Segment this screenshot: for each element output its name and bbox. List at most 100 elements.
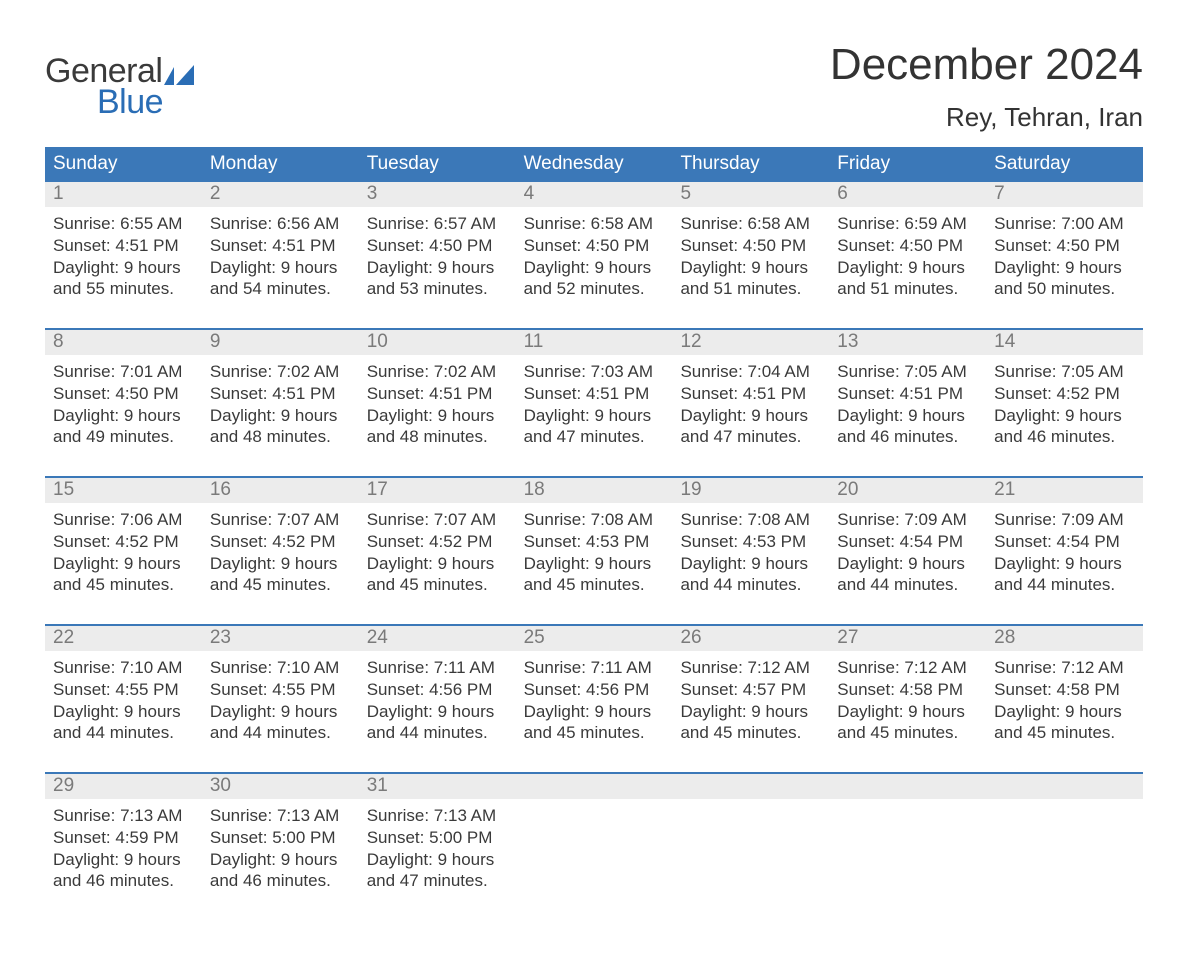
sunrise-line: Sunrise: 6:59 AM [837, 213, 978, 235]
day-header-row: SundayMondayTuesdayWednesdayThursdayFrid… [45, 147, 1143, 182]
sunset-line: Sunset: 4:52 PM [210, 531, 351, 553]
sunrise-line: Sunrise: 7:05 AM [994, 361, 1135, 383]
sunrise-line: Sunrise: 7:09 AM [837, 509, 978, 531]
daylight-line: Daylight: 9 hours and 47 minutes. [680, 405, 821, 449]
day-header: Tuesday [359, 147, 516, 182]
week: 891011121314Sunrise: 7:01 AMSunset: 4:50… [45, 330, 1143, 476]
day-number [829, 774, 986, 799]
sunset-line: Sunset: 4:57 PM [680, 679, 821, 701]
daylight-line: Daylight: 9 hours and 49 minutes. [53, 405, 194, 449]
sunrise-line: Sunrise: 6:58 AM [524, 213, 665, 235]
sunrise-line: Sunrise: 7:00 AM [994, 213, 1135, 235]
day-content-row: Sunrise: 7:01 AMSunset: 4:50 PMDaylight:… [45, 355, 1143, 476]
day-cell: Sunrise: 6:59 AMSunset: 4:50 PMDaylight:… [829, 207, 986, 328]
day-number-row: 891011121314 [45, 330, 1143, 355]
day-number: 16 [202, 478, 359, 503]
sunset-line: Sunset: 4:58 PM [994, 679, 1135, 701]
day-number: 6 [829, 182, 986, 207]
sunrise-line: Sunrise: 7:08 AM [524, 509, 665, 531]
day-cell: Sunrise: 7:05 AMSunset: 4:52 PMDaylight:… [986, 355, 1143, 476]
daylight-line: Daylight: 9 hours and 44 minutes. [837, 553, 978, 597]
day-content-row: Sunrise: 7:10 AMSunset: 4:55 PMDaylight:… [45, 651, 1143, 772]
day-number: 18 [516, 478, 673, 503]
day-number: 13 [829, 330, 986, 355]
day-number: 15 [45, 478, 202, 503]
sunset-line: Sunset: 5:00 PM [367, 827, 508, 849]
week: 293031Sunrise: 7:13 AMSunset: 4:59 PMDay… [45, 774, 1143, 920]
daylight-line: Daylight: 9 hours and 46 minutes. [994, 405, 1135, 449]
daylight-line: Daylight: 9 hours and 48 minutes. [210, 405, 351, 449]
sunrise-line: Sunrise: 7:13 AM [53, 805, 194, 827]
day-cell: Sunrise: 7:08 AMSunset: 4:53 PMDaylight:… [672, 503, 829, 624]
day-header: Saturday [986, 147, 1143, 182]
daylight-line: Daylight: 9 hours and 44 minutes. [680, 553, 821, 597]
day-cell: Sunrise: 7:11 AMSunset: 4:56 PMDaylight:… [516, 651, 673, 772]
day-cell: Sunrise: 6:58 AMSunset: 4:50 PMDaylight:… [672, 207, 829, 328]
sunrise-line: Sunrise: 6:56 AM [210, 213, 351, 235]
day-cell: Sunrise: 7:03 AMSunset: 4:51 PMDaylight:… [516, 355, 673, 476]
daylight-line: Daylight: 9 hours and 51 minutes. [837, 257, 978, 301]
day-number: 30 [202, 774, 359, 799]
sunset-line: Sunset: 5:00 PM [210, 827, 351, 849]
day-cell: Sunrise: 7:10 AMSunset: 4:55 PMDaylight:… [202, 651, 359, 772]
location: Rey, Tehran, Iran [830, 102, 1143, 133]
daylight-line: Daylight: 9 hours and 45 minutes. [524, 553, 665, 597]
sunset-line: Sunset: 4:51 PM [53, 235, 194, 257]
daylight-line: Daylight: 9 hours and 45 minutes. [994, 701, 1135, 745]
sunset-line: Sunset: 4:55 PM [210, 679, 351, 701]
day-number: 8 [45, 330, 202, 355]
day-cell: Sunrise: 6:56 AMSunset: 4:51 PMDaylight:… [202, 207, 359, 328]
daylight-line: Daylight: 9 hours and 44 minutes. [367, 701, 508, 745]
sunset-line: Sunset: 4:52 PM [53, 531, 194, 553]
sunset-line: Sunset: 4:50 PM [994, 235, 1135, 257]
daylight-line: Daylight: 9 hours and 45 minutes. [837, 701, 978, 745]
day-number: 17 [359, 478, 516, 503]
day-number-row: 293031 [45, 774, 1143, 799]
sunset-line: Sunset: 4:56 PM [524, 679, 665, 701]
day-number: 14 [986, 330, 1143, 355]
day-cell: Sunrise: 7:12 AMSunset: 4:58 PMDaylight:… [986, 651, 1143, 772]
daylight-line: Daylight: 9 hours and 44 minutes. [210, 701, 351, 745]
day-cell: Sunrise: 7:13 AMSunset: 5:00 PMDaylight:… [359, 799, 516, 920]
sunset-line: Sunset: 4:50 PM [524, 235, 665, 257]
day-cell: Sunrise: 7:13 AMSunset: 4:59 PMDaylight:… [45, 799, 202, 920]
sunset-line: Sunset: 4:50 PM [367, 235, 508, 257]
daylight-line: Daylight: 9 hours and 45 minutes. [53, 553, 194, 597]
day-cell: Sunrise: 7:09 AMSunset: 4:54 PMDaylight:… [986, 503, 1143, 624]
day-number: 29 [45, 774, 202, 799]
day-number: 25 [516, 626, 673, 651]
day-cell: Sunrise: 7:02 AMSunset: 4:51 PMDaylight:… [359, 355, 516, 476]
day-number: 23 [202, 626, 359, 651]
sunset-line: Sunset: 4:54 PM [837, 531, 978, 553]
day-header: Thursday [672, 147, 829, 182]
page-title: December 2024 [830, 40, 1143, 90]
sunset-line: Sunset: 4:56 PM [367, 679, 508, 701]
day-cell: Sunrise: 7:13 AMSunset: 5:00 PMDaylight:… [202, 799, 359, 920]
sunrise-line: Sunrise: 7:08 AM [680, 509, 821, 531]
daylight-line: Daylight: 9 hours and 45 minutes. [367, 553, 508, 597]
daylight-line: Daylight: 9 hours and 46 minutes. [53, 849, 194, 893]
logo-text-blue: Blue [97, 83, 163, 122]
day-number: 27 [829, 626, 986, 651]
day-number: 22 [45, 626, 202, 651]
sunrise-line: Sunrise: 7:07 AM [210, 509, 351, 531]
sunset-line: Sunset: 4:53 PM [680, 531, 821, 553]
logo-flag-icon [164, 65, 198, 85]
day-header: Monday [202, 147, 359, 182]
sunset-line: Sunset: 4:50 PM [53, 383, 194, 405]
daylight-line: Daylight: 9 hours and 45 minutes. [524, 701, 665, 745]
day-number-row: 22232425262728 [45, 626, 1143, 651]
day-cell [829, 799, 986, 920]
day-header: Sunday [45, 147, 202, 182]
day-number [516, 774, 673, 799]
sunset-line: Sunset: 4:51 PM [524, 383, 665, 405]
day-cell: Sunrise: 7:07 AMSunset: 4:52 PMDaylight:… [202, 503, 359, 624]
day-number: 9 [202, 330, 359, 355]
logo: General Blue [45, 40, 198, 122]
sunset-line: Sunset: 4:51 PM [210, 383, 351, 405]
sunrise-line: Sunrise: 7:12 AM [994, 657, 1135, 679]
daylight-line: Daylight: 9 hours and 52 minutes. [524, 257, 665, 301]
sunrise-line: Sunrise: 7:10 AM [210, 657, 351, 679]
day-number: 19 [672, 478, 829, 503]
sunrise-line: Sunrise: 6:58 AM [680, 213, 821, 235]
